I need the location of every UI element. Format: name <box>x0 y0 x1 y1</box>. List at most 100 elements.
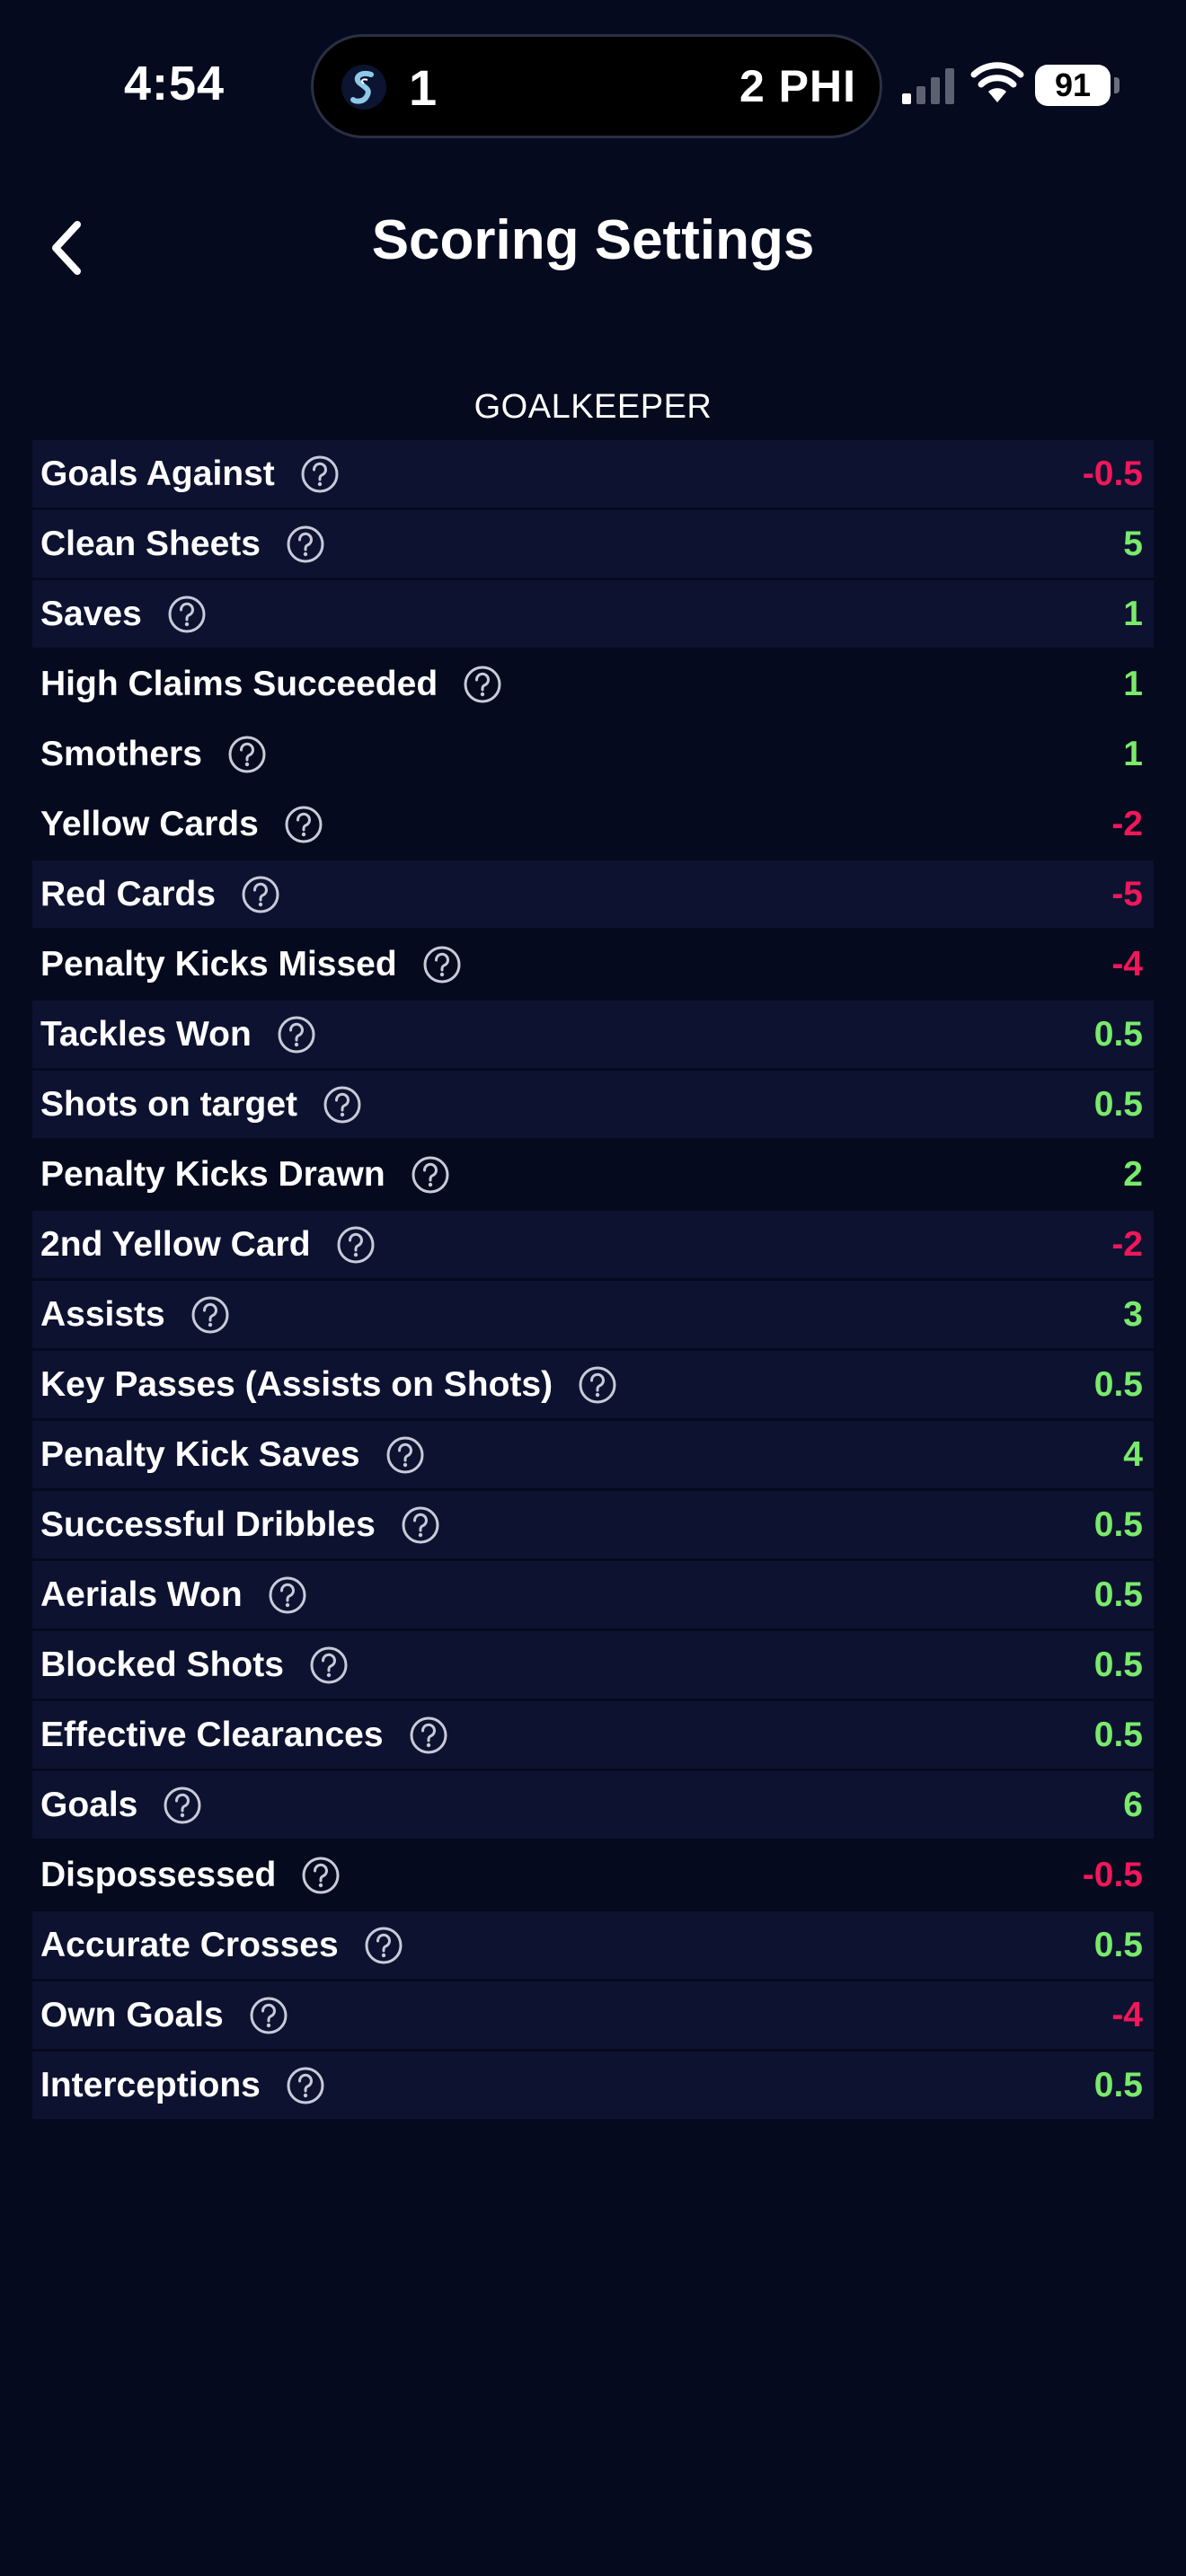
table-row: Penalty Kicks Missed -4 <box>32 931 1154 998</box>
question-circle-icon[interactable] <box>163 1786 202 1825</box>
table-row: High Claims Succeeded 1 <box>32 650 1154 718</box>
setting-value: 0.5 <box>1093 1085 1143 1124</box>
setting-label: Tackles Won <box>40 1014 252 1054</box>
question-circle-icon[interactable] <box>286 2066 325 2105</box>
setting-label: Penalty Kicks Missed <box>40 944 397 984</box>
setting-value: 6 <box>1123 1786 1143 1824</box>
live-activity-score[interactable]: 1 2 PHI <box>311 34 882 138</box>
setting-value: 1 <box>1123 595 1143 633</box>
setting-label: Smothers <box>40 734 202 773</box>
table-row: Yellow Cards -2 <box>32 790 1154 858</box>
table-row: Shots on target 0.5 <box>32 1071 1154 1138</box>
chevron-left-icon <box>52 221 81 275</box>
setting-label: Key Passes (Assists on Shots) <box>40 1364 553 1404</box>
question-circle-icon[interactable] <box>286 525 325 564</box>
away-score: 2 PHI <box>739 61 856 111</box>
setting-value: 0.5 <box>1093 1716 1143 1754</box>
setting-label: Aerials Won <box>40 1575 243 1614</box>
home-score: 1 <box>409 59 438 116</box>
question-circle-icon[interactable] <box>167 595 207 634</box>
table-row: Dispossessed -0.5 <box>32 1841 1154 1909</box>
question-circle-icon[interactable] <box>300 454 340 494</box>
setting-value: 0.5 <box>1093 1015 1143 1054</box>
table-row: Accurate Crosses 0.5 <box>32 1911 1154 1979</box>
setting-value: -2 <box>1111 805 1143 843</box>
setting-label: Assists <box>40 1294 165 1334</box>
table-row: Assists 3 <box>32 1281 1154 1348</box>
section-heading: GOALKEEPER <box>474 388 712 426</box>
setting-value: 0.5 <box>1093 1505 1143 1544</box>
setting-value: -4 <box>1111 945 1143 984</box>
setting-label: Interceptions <box>40 2065 261 2104</box>
setting-value: 1 <box>1123 665 1143 703</box>
question-circle-icon[interactable] <box>301 1856 341 1895</box>
table-row: Key Passes (Assists on Shots) 0.5 <box>32 1351 1154 1418</box>
battery-icon: 91 <box>1035 65 1111 106</box>
table-row: Goals 6 <box>32 1771 1154 1839</box>
setting-label: 2nd Yellow Card <box>40 1224 311 1264</box>
table-row: Blocked Shots 0.5 <box>32 1631 1154 1698</box>
question-circle-icon[interactable] <box>190 1295 230 1335</box>
setting-label: Penalty Kick Saves <box>40 1434 360 1474</box>
setting-label: Penalty Kicks Drawn <box>40 1154 385 1194</box>
setting-label: Effective Clearances <box>40 1715 384 1754</box>
table-row: Interceptions 0.5 <box>32 2051 1154 2119</box>
setting-value: 1 <box>1123 735 1143 773</box>
table-row: Penalty Kick Saves 4 <box>32 1421 1154 1488</box>
setting-label: Accurate Crosses <box>40 1925 339 1964</box>
battery-tip <box>1114 77 1120 93</box>
question-circle-icon[interactable] <box>309 1645 349 1685</box>
question-circle-icon[interactable] <box>409 1716 448 1755</box>
setting-label: Red Cards <box>40 874 217 913</box>
setting-value: 0.5 <box>1093 1365 1143 1404</box>
setting-label: Own Goals <box>40 1995 224 2034</box>
table-row: Clean Sheets 5 <box>32 510 1154 578</box>
question-circle-icon[interactable] <box>227 735 267 774</box>
setting-label: Saves <box>40 594 142 633</box>
question-circle-icon[interactable] <box>411 1155 450 1195</box>
wifi-icon <box>970 62 1024 102</box>
team-logo-icon <box>341 65 386 110</box>
setting-value: 5 <box>1123 525 1143 563</box>
setting-value: 0.5 <box>1093 2066 1143 2104</box>
question-circle-icon[interactable] <box>578 1365 617 1405</box>
table-row: Penalty Kicks Drawn 2 <box>32 1141 1154 1208</box>
table-row: Goals Against -0.5 <box>32 440 1154 507</box>
setting-value: 3 <box>1123 1295 1143 1334</box>
setting-label: High Claims Succeeded <box>40 664 438 703</box>
setting-label: Clean Sheets <box>40 524 261 563</box>
cellular-signal-icon <box>902 68 954 104</box>
setting-value: -2 <box>1111 1225 1143 1264</box>
status-time: 4:54 <box>124 57 226 110</box>
question-circle-icon[interactable] <box>336 1225 376 1265</box>
page-title: Scoring Settings <box>371 209 815 271</box>
setting-value: 0.5 <box>1093 1645 1143 1684</box>
setting-label: Successful Dribbles <box>40 1504 376 1544</box>
question-circle-icon[interactable] <box>323 1085 362 1125</box>
setting-label: Dispossessed <box>40 1855 277 1894</box>
question-circle-icon[interactable] <box>463 665 502 704</box>
table-row: Effective Clearances 0.5 <box>32 1701 1154 1769</box>
setting-value: -4 <box>1111 1996 1143 2034</box>
setting-label: Goals Against <box>40 454 275 493</box>
question-circle-icon[interactable] <box>401 1505 440 1545</box>
setting-value: 0.5 <box>1093 1575 1143 1614</box>
setting-value: 0.5 <box>1093 1926 1143 1964</box>
table-row: Tackles Won 0.5 <box>32 1001 1154 1068</box>
question-circle-icon[interactable] <box>385 1435 425 1475</box>
table-row: Saves 1 <box>32 580 1154 648</box>
setting-label: Blocked Shots <box>40 1645 284 1684</box>
question-circle-icon[interactable] <box>241 875 280 914</box>
question-circle-icon[interactable] <box>364 1926 403 1965</box>
back-button[interactable] <box>32 212 104 284</box>
question-circle-icon[interactable] <box>277 1015 316 1054</box>
setting-value: -0.5 <box>1082 1856 1143 1894</box>
question-circle-icon[interactable] <box>249 1996 288 2035</box>
question-circle-icon[interactable] <box>268 1575 307 1615</box>
setting-value: -5 <box>1111 875 1143 913</box>
setting-label: Goals <box>40 1785 138 1824</box>
table-row: Successful Dribbles 0.5 <box>32 1491 1154 1558</box>
question-circle-icon[interactable] <box>422 945 462 984</box>
question-circle-icon[interactable] <box>284 805 323 844</box>
table-row: Aerials Won 0.5 <box>32 1561 1154 1628</box>
